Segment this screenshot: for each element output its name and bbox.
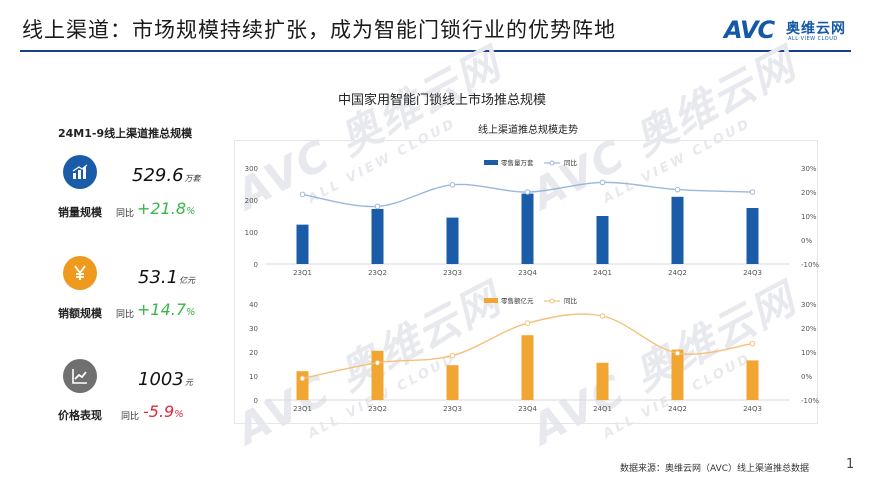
kpi-sales-value: 53.1亿元 [138, 267, 195, 288]
kpi-price-unit: 元 [184, 378, 193, 387]
kpi-price-label: 价格表现 [58, 409, 102, 422]
kpi-volume-label: 销量规模 [58, 206, 102, 219]
kpi-sales-yoy-unit: % [186, 307, 196, 318]
kpi-volume-unit: 万套 [184, 174, 201, 183]
kpi-price-yoy-value: -5.9 [143, 402, 175, 421]
kpi-volume-value: 529.6万套 [132, 165, 201, 186]
chart-panel [234, 140, 818, 424]
kpi-volume-yoy-unit: % [186, 206, 196, 217]
line-chart-icon [63, 359, 97, 393]
kpi-heading: 24M1-9线上渠道推总规模 [58, 127, 193, 140]
kpi-volume-yoy-label: 同比 [116, 209, 135, 219]
kpi-price-yoy-unit: % [174, 409, 184, 420]
kpi-price-yoy-label: 同比 [121, 412, 140, 422]
chart-subtitle: 线上渠道推总规模走势 [478, 125, 578, 136]
page-title: 线上渠道：市场规模持续扩张，成为智能门锁行业的优势阵地 [22, 18, 616, 42]
data-source: 数据来源：奥维云网（AVC）线上渠道推总数据 [620, 464, 810, 474]
chart-main-title: 中国家用智能门锁线上市场推总规模 [338, 93, 547, 108]
kpi-price-number: 1003 [138, 369, 184, 390]
avc-logo: AVC 奥维云网 ALL VIEW CLOUD [724, 16, 852, 46]
kpi-price-yoy: -5.9% [143, 402, 184, 421]
kpi-sales-number: 53.1 [138, 267, 179, 288]
title-divider [20, 50, 851, 52]
kpi-volume-yoy: +21.8% [137, 199, 196, 218]
kpi-sales-label: 销额规模 [58, 307, 102, 320]
kpi-sales-yoy-label: 同比 [116, 310, 135, 320]
logo-avc-text: AVC [724, 16, 775, 44]
yen-icon [63, 256, 97, 290]
logo-en-text: ALL VIEW CLOUD [788, 36, 838, 42]
page-number: 1 [846, 457, 855, 472]
bar-chart-icon [63, 155, 97, 189]
kpi-sales-unit: 亿元 [179, 276, 196, 285]
kpi-sales-yoy: +14.7% [137, 300, 196, 319]
kpi-volume-number: 529.6 [132, 165, 184, 186]
kpi-sales-yoy-value: +14.7 [137, 300, 187, 319]
logo-cn-text: 奥维云网 [786, 21, 846, 37]
kpi-volume-yoy-value: +21.8 [137, 199, 187, 218]
kpi-price-value: 1003元 [138, 369, 193, 390]
